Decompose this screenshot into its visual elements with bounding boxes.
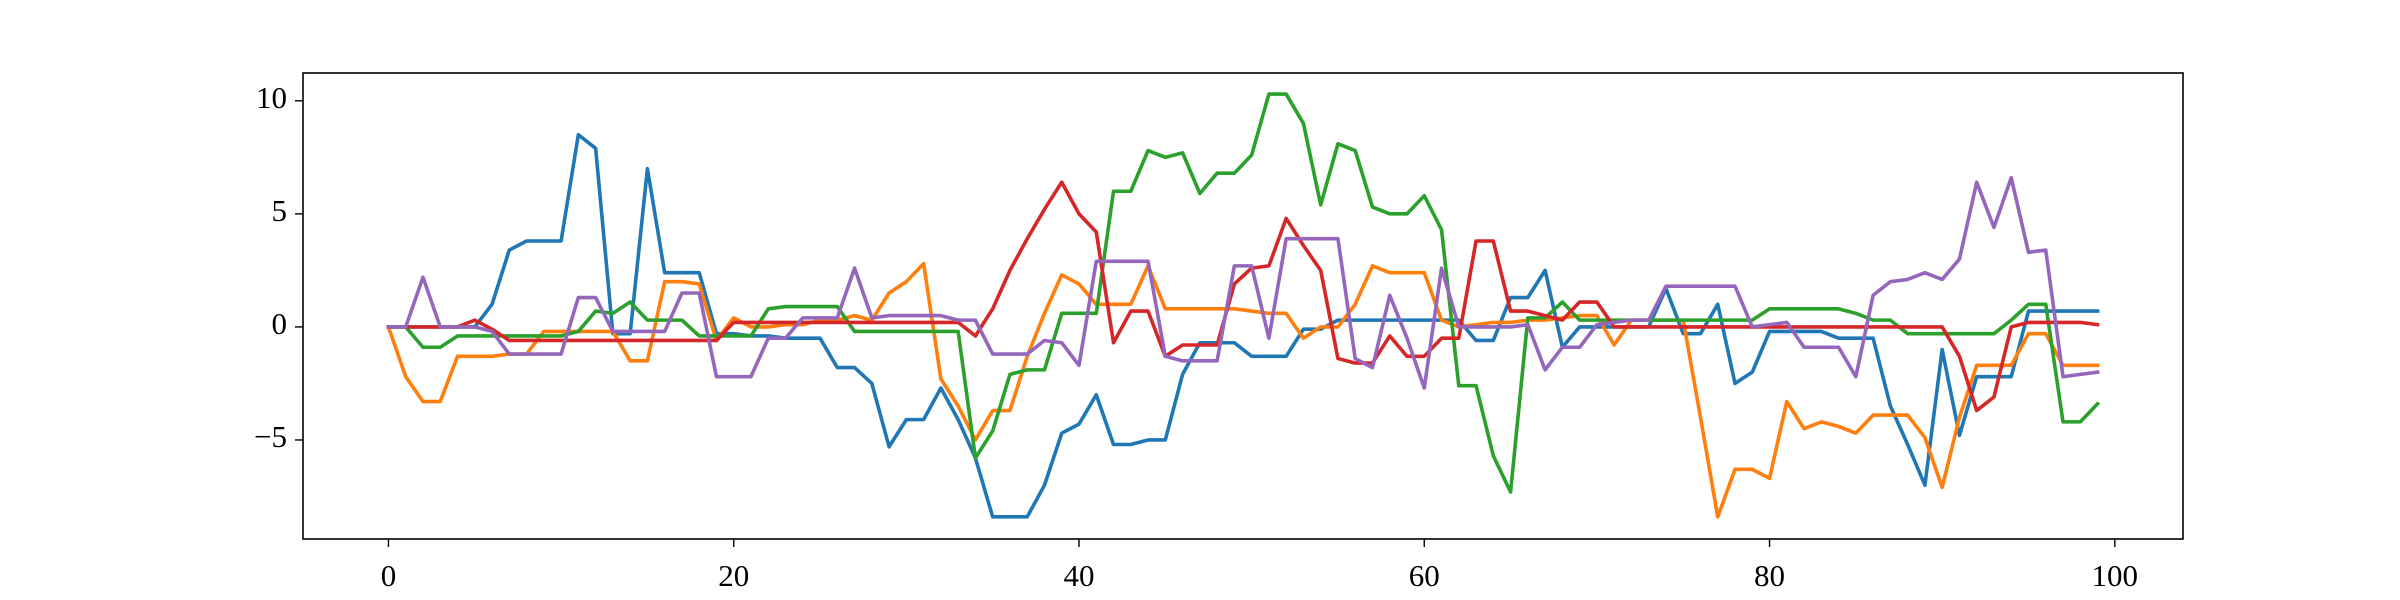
x-tick-label: 0 — [381, 558, 397, 593]
series-line — [386, 92, 2101, 494]
x-tick-label: 60 — [1409, 558, 1440, 593]
plot-frame — [302, 72, 2184, 540]
y-tick-label: 0 — [272, 306, 288, 341]
series-line — [386, 175, 2100, 390]
x-tick-label: 20 — [718, 558, 749, 593]
x-tick-label: 40 — [1063, 558, 1094, 593]
x-tick-label: 80 — [1754, 558, 1785, 593]
series-line — [386, 180, 2100, 413]
y-tick-label: 10 — [256, 80, 287, 115]
y-tick-label: −5 — [254, 419, 287, 454]
y-tick-label: 5 — [272, 193, 288, 228]
series-line — [386, 261, 2100, 519]
x-tick-label: 100 — [2092, 558, 2139, 593]
series-line — [386, 132, 2100, 519]
